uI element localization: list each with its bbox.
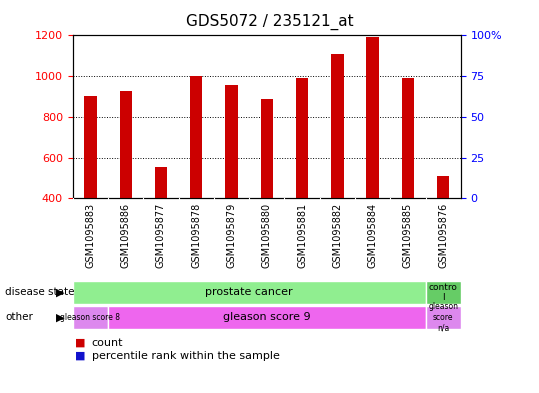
Text: GSM1095878: GSM1095878 xyxy=(191,202,201,268)
Text: disease state: disease state xyxy=(5,287,75,298)
Text: GSM1095882: GSM1095882 xyxy=(333,202,342,268)
Bar xyxy=(426,281,461,304)
Text: GSM1095884: GSM1095884 xyxy=(368,202,378,268)
Text: ■: ■ xyxy=(75,351,86,361)
Text: GSM1095883: GSM1095883 xyxy=(85,202,95,268)
Bar xyxy=(108,306,426,329)
Bar xyxy=(331,54,343,280)
Bar xyxy=(437,176,450,280)
Bar xyxy=(225,85,238,280)
Text: GSM1095886: GSM1095886 xyxy=(121,202,130,268)
Text: gleason score 9: gleason score 9 xyxy=(223,312,310,322)
Text: other: other xyxy=(5,312,33,322)
Bar xyxy=(367,37,379,280)
Text: prostate cancer: prostate cancer xyxy=(205,287,293,298)
Text: GSM1095877: GSM1095877 xyxy=(156,202,166,268)
Bar xyxy=(73,306,108,329)
Bar xyxy=(402,78,414,280)
Text: GSM1095881: GSM1095881 xyxy=(297,202,307,268)
Text: gleason
score
n/a: gleason score n/a xyxy=(428,302,458,332)
Bar xyxy=(155,167,167,280)
Text: GDS5072 / 235121_at: GDS5072 / 235121_at xyxy=(186,14,353,30)
Text: ■: ■ xyxy=(75,338,86,348)
Text: GSM1095876: GSM1095876 xyxy=(438,202,448,268)
Bar xyxy=(190,75,203,280)
Text: GSM1095885: GSM1095885 xyxy=(403,202,413,268)
Text: ▶: ▶ xyxy=(56,312,65,322)
Bar xyxy=(120,92,132,280)
Bar xyxy=(296,78,308,280)
Text: count: count xyxy=(92,338,123,348)
Text: GSM1095879: GSM1095879 xyxy=(226,202,237,268)
Text: percentile rank within the sample: percentile rank within the sample xyxy=(92,351,280,361)
Text: GSM1095880: GSM1095880 xyxy=(262,202,272,268)
Bar xyxy=(84,95,96,280)
Text: gleason score 8: gleason score 8 xyxy=(60,313,120,321)
Text: ▶: ▶ xyxy=(56,287,65,298)
Text: contro
l: contro l xyxy=(429,283,458,302)
Bar xyxy=(426,306,461,329)
Bar xyxy=(261,99,273,280)
